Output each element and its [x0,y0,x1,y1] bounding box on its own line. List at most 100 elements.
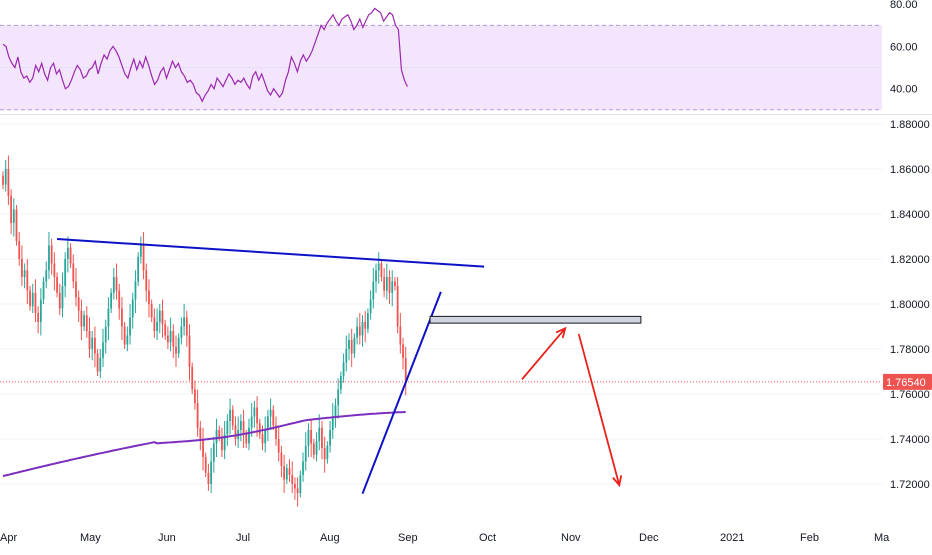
candle-body [223,434,226,451]
candle [64,252,67,298]
price-y-tick-label: 1.88000 [890,119,930,131]
candle-body [266,416,269,430]
candle-body [53,263,56,277]
candle-body [169,331,172,343]
candle [226,414,229,446]
candle [104,319,107,354]
candle-body [307,430,310,446]
candle [10,189,13,235]
candle-body [218,430,221,437]
candle-body [153,317,156,331]
candle [199,421,202,451]
candle [23,263,26,289]
candle-body [226,421,229,435]
price-panel: 1.88000 1.86000 1.84000 1.82000 1.80000 1.780… [0,119,932,507]
candle [110,288,113,313]
candle-body [312,443,315,455]
candle [7,155,10,205]
candle-body [375,270,377,282]
candle-body [80,310,83,327]
candle [4,160,7,192]
candle [153,308,156,338]
current-price-label: 1.76540 [886,377,926,389]
x-tick-label: Dec [639,532,659,544]
candle-body [253,407,256,417]
candle-body [158,310,161,322]
current-price-tag [883,373,932,390]
candle-body [380,263,383,277]
candle [253,400,256,428]
candle-body [294,484,296,489]
candle-body [77,297,80,311]
candle [85,306,88,338]
candle [396,277,399,334]
candle-body [156,322,158,331]
candle [391,270,394,307]
candle-body [334,405,337,417]
candle-body [150,304,153,318]
candle [353,333,356,358]
candle [404,346,407,396]
candle-body [353,337,356,354]
candle-body [21,259,23,277]
candle-body [367,313,369,329]
candle [58,283,61,316]
candle [204,452,207,478]
candle [15,205,18,246]
price-y-tick-label: 1.72000 [890,479,930,491]
rsi-line [2,7,408,103]
candle [272,405,275,430]
candle-body [202,439,204,457]
candle [129,304,131,345]
candle-body [275,425,277,439]
candle [2,171,4,190]
candle-body [304,445,307,462]
x-tick-label: Nov [561,532,581,544]
candle-body [123,326,126,345]
candle-body [126,335,129,345]
candle-body [204,457,207,473]
candle-body [134,281,137,300]
candle [21,245,23,286]
candle-body [364,322,367,329]
candle [164,319,167,340]
candle [256,396,258,437]
candle [383,268,386,298]
candle [269,398,272,430]
candle [207,463,210,491]
candle [188,324,191,381]
candle-body [318,427,321,442]
candle [285,463,288,484]
price-y-tick-label: 1.84000 [890,209,930,221]
candle [66,236,69,273]
candle-body [231,409,234,426]
candle [121,297,123,340]
candle-body [285,468,288,480]
candle-body [2,175,4,185]
candle [96,349,99,376]
candle [191,362,194,394]
candle-body [256,407,258,424]
candle-body [196,403,199,428]
candle [26,259,29,304]
candle-body [83,315,85,327]
candle [34,279,37,322]
candle [118,283,121,320]
candle-body [177,337,180,354]
candle-body [296,488,299,493]
candle-body [161,310,164,325]
candle [212,436,215,473]
candle [329,421,331,453]
candle-body [194,389,196,403]
moving-average-line [2,411,406,478]
candle [315,432,318,462]
candle [277,425,280,462]
candle-body [131,299,134,318]
candle [142,232,145,280]
candle-body [277,439,280,453]
candle [72,254,75,289]
candle [242,409,245,448]
candle [69,243,72,268]
